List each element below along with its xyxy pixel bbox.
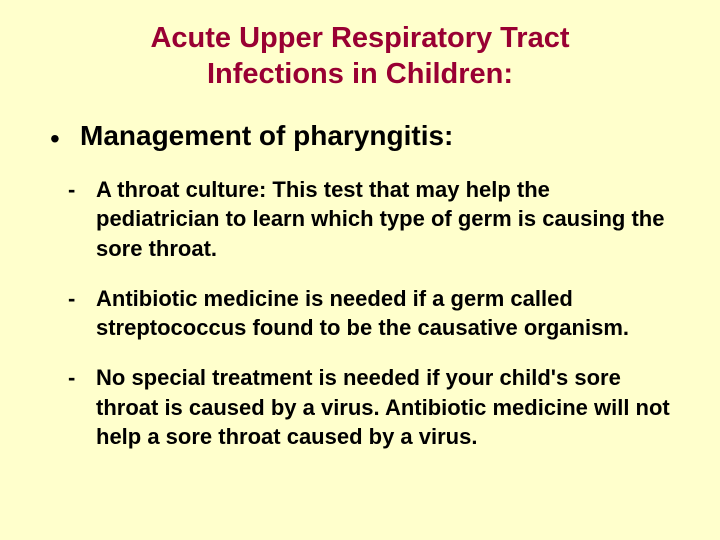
dash-icon: - — [68, 284, 96, 314]
slide-title: Acute Upper Respiratory Tract Infections… — [50, 20, 670, 93]
dash-icon: - — [68, 363, 96, 393]
subtitle-text: Management of pharyngitis: — [80, 121, 453, 152]
title-line-1: Acute Upper Respiratory Tract — [150, 22, 569, 54]
dash-icon: - — [68, 175, 96, 205]
subtitle-row: • Management of pharyngitis: — [50, 121, 670, 153]
list-item: - Antibiotic medicine is needed if a ger… — [50, 284, 670, 343]
body-text-1: Antibiotic medicine is needed if a germ … — [96, 284, 670, 343]
body-text-0: A throat culture: This test that may hel… — [96, 175, 670, 264]
bullet-icon: • — [50, 121, 80, 153]
list-item: - A throat culture: This test that may h… — [50, 175, 670, 264]
title-line-2: Infections in Children: — [207, 58, 513, 90]
body-text-2: No special treatment is needed if your c… — [96, 363, 670, 452]
list-item: - No special treatment is needed if your… — [50, 363, 670, 452]
